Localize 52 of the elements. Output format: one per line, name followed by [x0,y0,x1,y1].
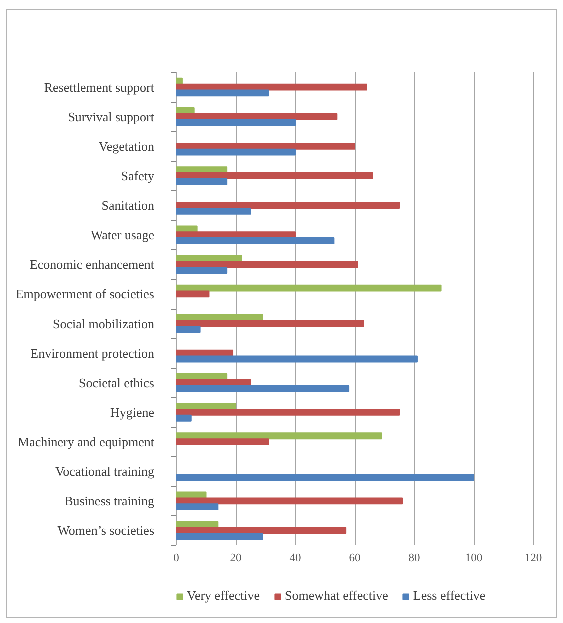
bar [176,284,442,292]
bar [176,385,350,392]
y-tick-label: Social mobilization [53,316,155,332]
x-tick-label: 20 [230,552,242,564]
x-tick-label: 120 [524,552,542,564]
bar [176,202,400,209]
bar [176,178,228,186]
bar [176,267,228,274]
bar [176,90,270,97]
x-tick-label: 40 [290,552,302,564]
y-tick-label: Vocational training [55,464,155,480]
y-tick-label: Business training [64,494,155,509]
y-tick-label: Environment protection [30,346,155,361]
bar [176,113,338,120]
bar [176,326,201,334]
legend-label: Somewhat effective [285,588,388,604]
legend-label: Less effective [413,588,486,604]
bar [176,320,364,328]
y-tick-label: Economic enhancement [30,257,155,272]
y-tick-label: Machinery and equipment [18,434,155,450]
x-tick-label: 60 [349,552,361,564]
bar [176,409,400,416]
y-tick-label: Vegetation [98,138,155,154]
y-tick-label: Hygiene [110,404,155,420]
bar [176,290,210,298]
y-tick-label: Safety [121,168,155,184]
bar [176,504,219,511]
y-tick-label: Societal ethics [79,375,155,390]
legend-label: Very effective [187,588,260,604]
bar [176,498,404,505]
bar [176,414,192,422]
bar [176,432,382,440]
x-tick-label: 0 [174,552,180,564]
bar [176,474,474,481]
bar [176,119,296,126]
bar [176,148,296,156]
x-tick-label: 100 [465,552,483,564]
bar [176,438,270,446]
y-tick-label: Women’s societies [58,523,154,538]
bar [176,142,356,150]
y-tick-label: Sanitation [102,198,155,214]
x-tick-label: 80 [408,552,420,564]
y-tick-label: Empowerment of societies [16,286,155,302]
y-tick-label: Resettlement support [44,80,155,95]
y-tick-label: Water usage [90,228,155,243]
bar [176,261,358,268]
bar [176,208,252,215]
y-tick-label: Survival support [68,109,155,124]
bar [176,356,418,363]
bar [176,238,335,244]
bar [176,533,264,540]
bar [176,172,374,180]
